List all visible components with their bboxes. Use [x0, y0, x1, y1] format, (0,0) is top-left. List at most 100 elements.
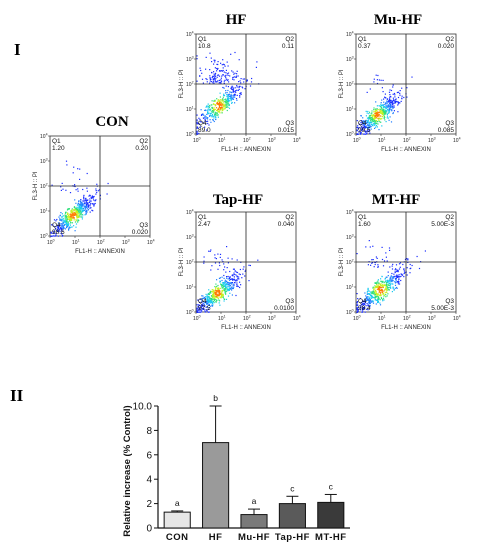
cell-event — [58, 227, 60, 230]
cell-event — [369, 121, 372, 123]
cell-event — [224, 101, 226, 103]
cell-event — [377, 297, 379, 299]
cell-event — [219, 107, 221, 109]
cell-event — [61, 235, 63, 237]
cell-event — [216, 287, 219, 289]
cell-event — [371, 112, 373, 114]
cell-event — [220, 295, 223, 297]
cell-event — [227, 102, 229, 104]
cell-event — [67, 216, 69, 218]
cell-event — [396, 270, 399, 272]
cell-event — [249, 264, 251, 267]
cell-event — [225, 283, 227, 285]
cell-event — [84, 200, 86, 202]
cell-event — [394, 269, 396, 271]
cell-event — [395, 99, 397, 101]
cell-event — [214, 291, 216, 293]
cell-event — [238, 276, 240, 278]
cell-event — [216, 297, 219, 299]
category-label: Mu-HF — [238, 532, 270, 542]
cell-event — [234, 96, 236, 98]
cell-event — [85, 205, 87, 208]
cell-event — [357, 125, 359, 127]
cell-event — [367, 119, 369, 121]
cell-event — [395, 100, 397, 103]
cell-event — [226, 96, 228, 98]
cell-event — [376, 299, 378, 301]
cell-event — [397, 281, 399, 283]
cell-event — [88, 195, 90, 197]
cell-event — [202, 304, 204, 306]
cell-event — [381, 290, 383, 292]
cell-event — [232, 287, 234, 290]
cell-event — [234, 270, 236, 272]
quadrant-q1-value: 2.47 — [198, 221, 211, 228]
cell-event — [364, 124, 366, 126]
cell-event — [210, 305, 212, 307]
cell-event — [64, 214, 66, 216]
cell-event — [227, 104, 229, 106]
cell-event — [368, 290, 370, 292]
cell-event — [382, 284, 384, 286]
cell-event — [243, 78, 246, 80]
cell-event — [399, 276, 401, 278]
cell-event — [379, 304, 382, 306]
cell-event — [236, 275, 238, 277]
cell-event — [366, 131, 368, 133]
cell-event — [369, 132, 371, 134]
cell-event — [385, 288, 387, 290]
cell-event — [214, 59, 216, 61]
cell-event — [228, 81, 230, 83]
cell-event — [222, 99, 224, 101]
cell-event — [214, 257, 216, 259]
y-tick-label: 103 — [40, 158, 48, 166]
cell-event — [218, 295, 220, 297]
cell-event — [79, 203, 81, 205]
cell-event — [231, 282, 233, 284]
cell-event — [249, 85, 252, 87]
cell-event — [76, 213, 78, 215]
cell-event — [368, 127, 370, 129]
cell-event — [74, 185, 76, 188]
cell-event — [211, 302, 213, 304]
cell-event — [219, 292, 221, 294]
cell-event — [54, 226, 56, 228]
cell-event — [374, 282, 376, 284]
cell-event — [53, 219, 56, 221]
cell-event — [219, 99, 221, 101]
cell-event — [230, 96, 232, 98]
cell-event — [225, 99, 227, 102]
cell-event — [81, 211, 83, 214]
cell-event — [214, 254, 216, 256]
cell-event — [77, 203, 79, 205]
cell-event — [376, 281, 378, 283]
cell-event — [50, 232, 52, 234]
cell-event — [238, 85, 240, 88]
cell-event — [366, 302, 368, 305]
cell-event — [65, 220, 68, 222]
cell-event — [391, 265, 393, 267]
cell-event — [212, 112, 214, 114]
cell-event — [206, 298, 208, 300]
cell-event — [87, 207, 89, 209]
cell-event — [211, 110, 213, 112]
y-tick-label: 101 — [40, 208, 48, 216]
cell-event — [196, 304, 198, 306]
cell-event — [356, 305, 358, 307]
cell-event — [391, 268, 394, 270]
cell-event — [367, 304, 370, 306]
cell-event — [86, 187, 88, 189]
y-axis-label: FL3-H :: PI — [33, 171, 39, 200]
cell-event — [234, 51, 236, 54]
cell-events — [356, 240, 426, 313]
cell-event — [80, 199, 82, 201]
cell-event — [380, 284, 382, 286]
cell-event — [365, 115, 367, 117]
cell-event — [385, 286, 387, 288]
cell-event — [77, 207, 79, 209]
cell-event — [369, 297, 371, 299]
cell-event — [375, 125, 378, 127]
cell-event — [197, 123, 199, 125]
cell-event — [239, 85, 241, 87]
cell-event — [216, 70, 218, 72]
